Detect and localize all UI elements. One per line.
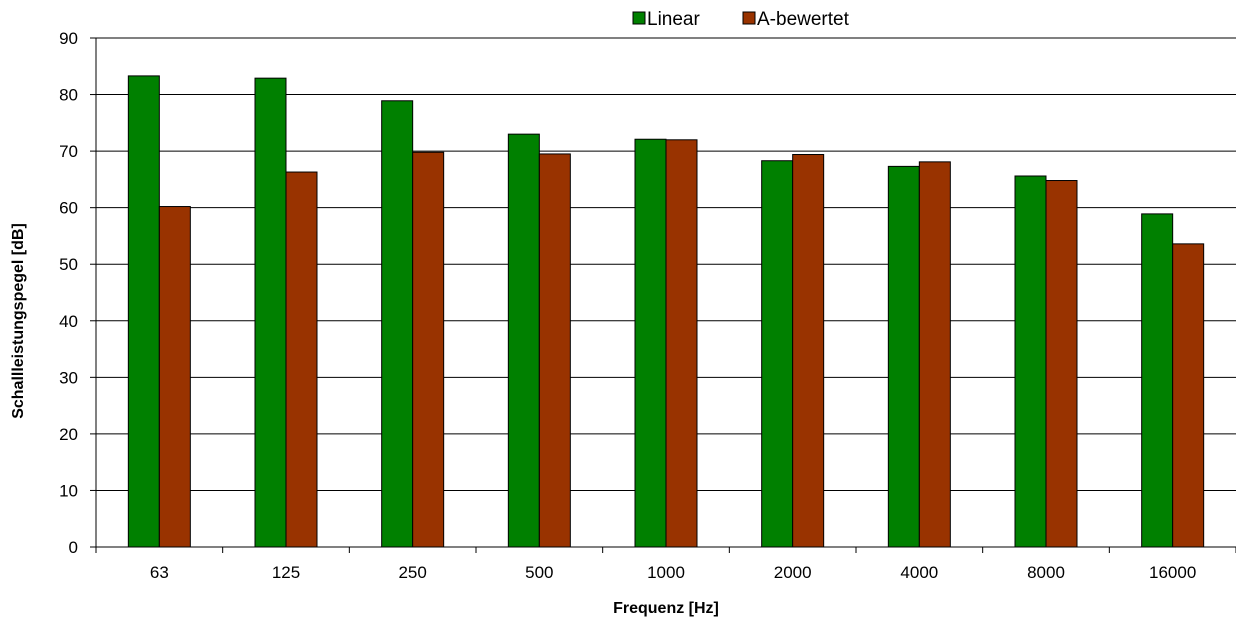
bar-linear-8000: [1014, 175, 1047, 548]
bar-linear-125: [254, 77, 287, 548]
legend: Linear A-bewertet: [632, 9, 850, 30]
x-tick-label: 63: [150, 563, 169, 582]
y-tick-label: 70: [59, 142, 78, 161]
y-tick-label: 20: [59, 425, 78, 444]
y-tick-label: 60: [59, 199, 78, 218]
x-tick-label: 16000: [1149, 563, 1196, 582]
x-tick-label: 1000: [647, 563, 685, 582]
bar-linear-16000: [1141, 213, 1174, 548]
x-tick-label: 2000: [774, 563, 812, 582]
bars: [127, 75, 1205, 548]
bar-a-bewertet-63: [158, 206, 191, 548]
bar-a-bewertet-1000: [665, 139, 698, 548]
bar-a-bewertet-125: [285, 171, 318, 548]
x-tick-label: 250: [398, 563, 426, 582]
x-axis-title: Frequenz [Hz]: [613, 600, 719, 617]
bar-linear-250: [381, 100, 414, 548]
y-axis-title: Schallleistungspegel [dB]: [10, 223, 27, 419]
legend-label: Linear: [647, 9, 700, 30]
legend-label: A-bewertet: [757, 9, 850, 30]
bar-a-bewertet-2000: [792, 154, 825, 548]
y-tick-label: 0: [69, 538, 78, 557]
y-tick-label: 50: [59, 255, 78, 274]
x-tick-label: 4000: [900, 563, 938, 582]
y-tick-label: 30: [59, 368, 78, 387]
x-tick-label: 500: [525, 563, 553, 582]
legend-swatch-linear: [632, 11, 646, 25]
tick-labels: 0 10 20 30 40 50 60 70 80 90 63 125 250 500 1000 2000 40…: [59, 29, 1196, 582]
bar-a-bewertet-8000: [1045, 180, 1078, 548]
bar-a-bewertet-500: [538, 153, 571, 548]
bar-linear-4000: [887, 165, 920, 548]
x-tick-label: 8000: [1027, 563, 1065, 582]
bar-linear-1000: [634, 138, 667, 548]
bar-linear-500: [507, 133, 540, 548]
bar-linear-2000: [761, 160, 794, 548]
x-tick-label: 125: [272, 563, 300, 582]
bar-linear-63: [127, 75, 160, 548]
y-tick-label: 90: [59, 29, 78, 48]
y-tick-label: 40: [59, 312, 78, 331]
bar-a-bewertet-4000: [918, 161, 951, 548]
y-tick-label: 10: [59, 481, 78, 500]
legend-swatch-a-bewertet: [742, 11, 756, 25]
axes: [90, 37, 1236, 553]
bar-a-bewertet-16000: [1172, 243, 1205, 548]
y-tick-label: 80: [59, 86, 78, 105]
bar-a-bewertet-250: [412, 151, 445, 548]
